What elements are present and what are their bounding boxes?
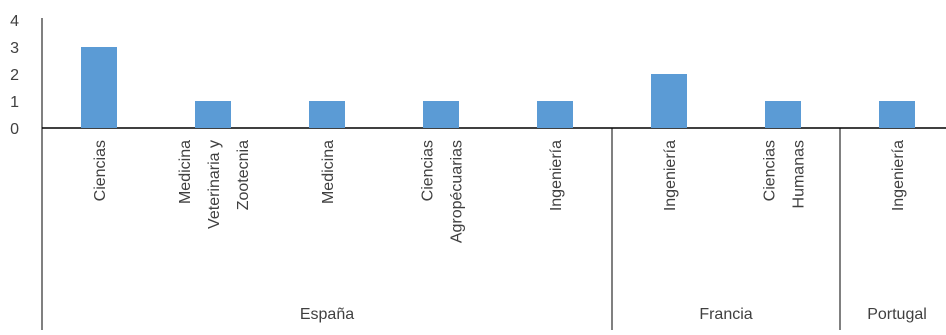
group-label: España — [300, 306, 354, 323]
category-label-line: Ingeniería — [890, 140, 907, 211]
category-label: Medicina — [320, 140, 337, 204]
bar — [879, 101, 915, 128]
bar — [765, 101, 801, 128]
category-label: Ciencias — [92, 140, 109, 201]
category-label-line: Medicina — [177, 140, 194, 204]
category-label-line: Ingeniería — [662, 140, 679, 211]
category-label-line: Ingeniería — [548, 140, 565, 211]
bar — [537, 101, 573, 128]
category-label: Ingeniería — [662, 140, 679, 211]
bar — [81, 47, 117, 128]
bar — [651, 74, 687, 128]
category-label: Ingeniería — [548, 140, 565, 211]
category-label: Ingeniería — [890, 140, 907, 211]
category-label-line: Ciencias — [420, 140, 437, 201]
bar — [423, 101, 459, 128]
category-label-line: Medicina — [320, 140, 337, 204]
bar — [309, 101, 345, 128]
category-label: Ciencias Agropécuarias — [420, 140, 466, 243]
group-label: Portugal — [867, 306, 927, 323]
category-label: Ciencias Humanas — [762, 140, 808, 208]
bar — [195, 101, 231, 128]
category-label: Medicina Veterinaria y Zootecnia — [177, 140, 252, 229]
y-tick-label: 4 — [10, 13, 19, 30]
category-label-line: Agropécuarias — [449, 140, 466, 243]
category-label-line: Veterinaria y — [206, 140, 223, 229]
y-tick-label: 2 — [10, 67, 19, 84]
category-label-line: Zootecnia — [235, 140, 252, 210]
category-label-line: Humanas — [791, 140, 808, 208]
y-tick-label: 3 — [10, 40, 19, 57]
y-tick-label: 0 — [10, 121, 19, 138]
category-label-line: Ciencias — [92, 140, 109, 201]
group-label: Francia — [699, 306, 752, 323]
category-label-line: Ciencias — [762, 140, 779, 201]
y-tick-label: 1 — [10, 94, 19, 111]
